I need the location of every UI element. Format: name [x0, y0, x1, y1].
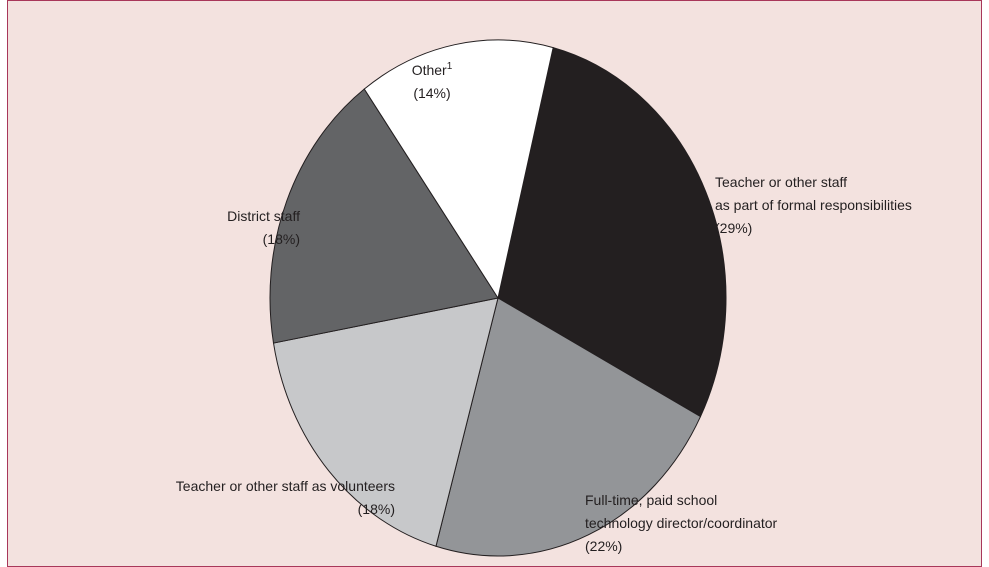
slice-label-line: Full-time, paid school — [585, 492, 717, 508]
value-label: (22%) — [585, 538, 622, 554]
slice-label-line: Teacher or other staff — [715, 174, 847, 190]
pie-slice — [435, 297, 702, 557]
slice-label: Other1 — [412, 61, 453, 78]
footnote-marker: 1 — [447, 61, 453, 72]
slice-label: Full-time, paid school technology directo… — [585, 492, 778, 531]
slice-label: Teacher or other staff as part of formal … — [715, 174, 912, 213]
value-label: (29%) — [715, 220, 752, 236]
slice-label-line: technology director/coordinator — [585, 515, 778, 531]
pie-slice — [363, 39, 554, 300]
slice-label: Teacher or other staff as volunteers — [176, 478, 395, 494]
slice-label-line: District staff — [227, 208, 300, 224]
pie-slice — [497, 47, 727, 418]
pie-slice — [272, 297, 499, 547]
slice-label-line: Teacher or other staff as volunteers — [176, 478, 395, 494]
pie-slice — [269, 88, 499, 344]
value-label: (14%) — [413, 85, 450, 101]
value-label: (18%) — [358, 501, 395, 517]
slice-label: District staff — [227, 208, 300, 224]
slice-label-line: Other — [412, 62, 447, 78]
value-label: (18%) — [263, 231, 300, 247]
slice-label-line: as part of formal responsibilities — [715, 197, 912, 213]
